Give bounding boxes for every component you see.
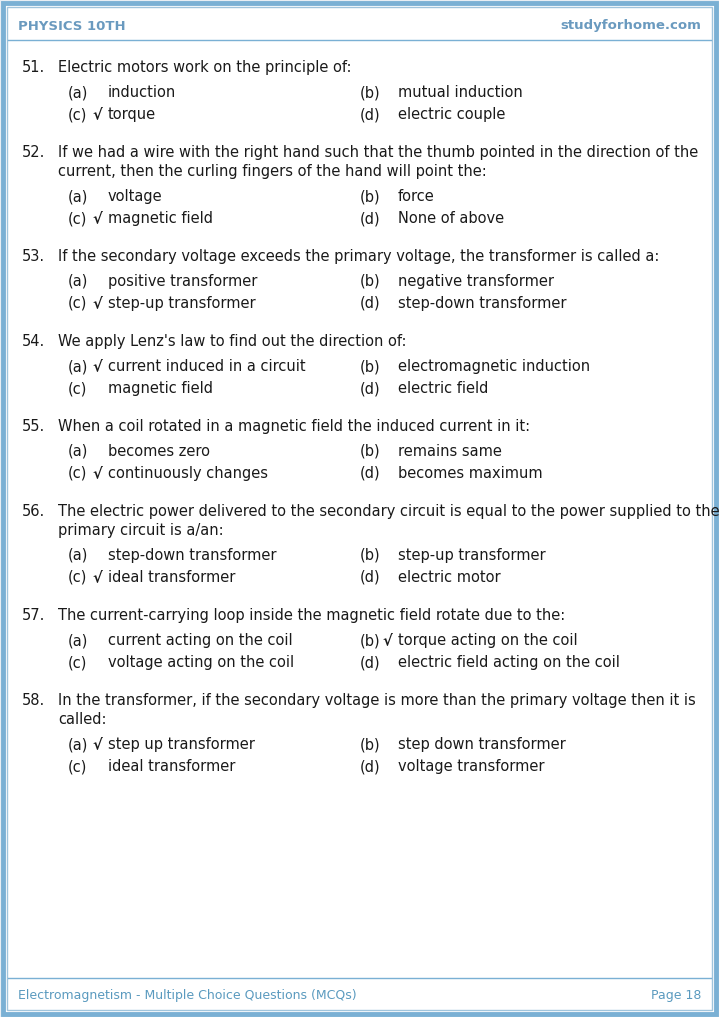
Text: step down transformer: step down transformer xyxy=(398,737,566,752)
Text: electric field: electric field xyxy=(398,381,488,396)
Text: (d): (d) xyxy=(360,381,380,396)
Text: current acting on the coil: current acting on the coil xyxy=(108,633,293,648)
Text: √: √ xyxy=(92,107,102,122)
Text: current, then the curling fingers of the hand will point the:: current, then the curling fingers of the… xyxy=(58,164,487,179)
Text: PHYSICS 10TH: PHYSICS 10TH xyxy=(18,19,126,33)
Text: (d): (d) xyxy=(360,570,380,585)
Text: 52.: 52. xyxy=(22,145,45,160)
Text: called:: called: xyxy=(58,712,106,727)
Text: voltage acting on the coil: voltage acting on the coil xyxy=(108,655,294,670)
Text: 57.: 57. xyxy=(22,608,45,623)
Text: (a): (a) xyxy=(68,85,88,100)
Text: force: force xyxy=(398,189,435,204)
Text: (b): (b) xyxy=(360,633,380,648)
Text: step-down transformer: step-down transformer xyxy=(108,548,277,563)
Text: electric motor: electric motor xyxy=(398,570,500,585)
Text: torque: torque xyxy=(108,107,156,122)
Text: current induced in a circuit: current induced in a circuit xyxy=(108,359,306,374)
Text: (b): (b) xyxy=(360,274,380,289)
Text: The electric power delivered to the secondary circuit is equal to the power supp: The electric power delivered to the seco… xyxy=(58,504,719,519)
Text: (a): (a) xyxy=(68,189,88,204)
Text: √: √ xyxy=(92,359,102,374)
Text: primary circuit is a/an:: primary circuit is a/an: xyxy=(58,523,224,538)
Text: ideal transformer: ideal transformer xyxy=(108,570,235,585)
Text: (c): (c) xyxy=(68,759,88,774)
Text: positive transformer: positive transformer xyxy=(108,274,257,289)
Text: 56.: 56. xyxy=(22,504,45,519)
Text: None of above: None of above xyxy=(398,211,504,226)
Text: 51.: 51. xyxy=(22,60,45,75)
Text: (c): (c) xyxy=(68,211,88,226)
Text: becomes zero: becomes zero xyxy=(108,444,210,459)
Text: magnetic field: magnetic field xyxy=(108,211,213,226)
Text: (b): (b) xyxy=(360,444,380,459)
Text: 53.: 53. xyxy=(22,249,45,264)
Text: (c): (c) xyxy=(68,655,88,670)
Text: (c): (c) xyxy=(68,570,88,585)
Text: becomes maximum: becomes maximum xyxy=(398,466,543,481)
Text: (d): (d) xyxy=(360,107,380,122)
Text: √: √ xyxy=(92,466,102,481)
Text: (d): (d) xyxy=(360,759,380,774)
Text: mutual induction: mutual induction xyxy=(398,85,523,100)
Text: (d): (d) xyxy=(360,211,380,226)
Text: torque acting on the coil: torque acting on the coil xyxy=(398,633,577,648)
Text: induction: induction xyxy=(108,85,176,100)
Text: (b): (b) xyxy=(360,85,380,100)
Text: √: √ xyxy=(92,737,102,752)
Text: In the transformer, if the secondary voltage is more than the primary voltage th: In the transformer, if the secondary vol… xyxy=(58,693,696,708)
Text: studyforhome.com: studyforhome.com xyxy=(560,19,701,33)
Text: (c): (c) xyxy=(68,107,88,122)
Text: We apply Lenz's law to find out the direction of:: We apply Lenz's law to find out the dire… xyxy=(58,334,406,349)
Text: (a): (a) xyxy=(68,548,88,563)
Text: Electromagnetism - Multiple Choice Questions (MCQs): Electromagnetism - Multiple Choice Quest… xyxy=(18,990,357,1003)
Text: step-down transformer: step-down transformer xyxy=(398,296,567,311)
Text: voltage: voltage xyxy=(108,189,162,204)
Text: (d): (d) xyxy=(360,466,380,481)
Text: If we had a wire with the right hand such that the thumb pointed in the directio: If we had a wire with the right hand suc… xyxy=(58,145,698,160)
Text: Electric motors work on the principle of:: Electric motors work on the principle of… xyxy=(58,60,352,75)
Text: (c): (c) xyxy=(68,381,88,396)
Text: The current-carrying loop inside the magnetic field rotate due to the:: The current-carrying loop inside the mag… xyxy=(58,608,565,623)
Text: electric field acting on the coil: electric field acting on the coil xyxy=(398,655,620,670)
Text: When a coil rotated in a magnetic field the induced current in it:: When a coil rotated in a magnetic field … xyxy=(58,419,530,434)
Text: step-up transformer: step-up transformer xyxy=(398,548,546,563)
Text: (b): (b) xyxy=(360,737,380,752)
Text: step-up transformer: step-up transformer xyxy=(108,296,256,311)
Text: 54.: 54. xyxy=(22,334,45,349)
Text: (a): (a) xyxy=(68,633,88,648)
Text: 58.: 58. xyxy=(22,693,45,708)
Text: √: √ xyxy=(382,633,392,648)
Text: (a): (a) xyxy=(68,359,88,374)
Text: (c): (c) xyxy=(68,466,88,481)
Text: magnetic field: magnetic field xyxy=(108,381,213,396)
Text: voltage transformer: voltage transformer xyxy=(398,759,544,774)
Text: √: √ xyxy=(92,211,102,226)
Text: (b): (b) xyxy=(360,548,380,563)
Text: (d): (d) xyxy=(360,655,380,670)
Text: remains same: remains same xyxy=(398,444,502,459)
Text: negative transformer: negative transformer xyxy=(398,274,554,289)
Text: (a): (a) xyxy=(68,274,88,289)
FancyBboxPatch shape xyxy=(3,3,716,1014)
Text: studyforhome.com: studyforhome.com xyxy=(186,388,595,632)
Text: 55.: 55. xyxy=(22,419,45,434)
Text: step up transformer: step up transformer xyxy=(108,737,255,752)
Text: continuously changes: continuously changes xyxy=(108,466,268,481)
Text: (c): (c) xyxy=(68,296,88,311)
Text: (a): (a) xyxy=(68,444,88,459)
Text: electromagnetic induction: electromagnetic induction xyxy=(398,359,590,374)
Text: (a): (a) xyxy=(68,737,88,752)
Text: (d): (d) xyxy=(360,296,380,311)
Text: √: √ xyxy=(92,570,102,585)
Text: electric couple: electric couple xyxy=(398,107,505,122)
Text: (b): (b) xyxy=(360,189,380,204)
Text: ideal transformer: ideal transformer xyxy=(108,759,235,774)
Text: (b): (b) xyxy=(360,359,380,374)
Text: Page 18: Page 18 xyxy=(651,990,701,1003)
Text: If the secondary voltage exceeds the primary voltage, the transformer is called : If the secondary voltage exceeds the pri… xyxy=(58,249,659,264)
Text: √: √ xyxy=(92,296,102,311)
